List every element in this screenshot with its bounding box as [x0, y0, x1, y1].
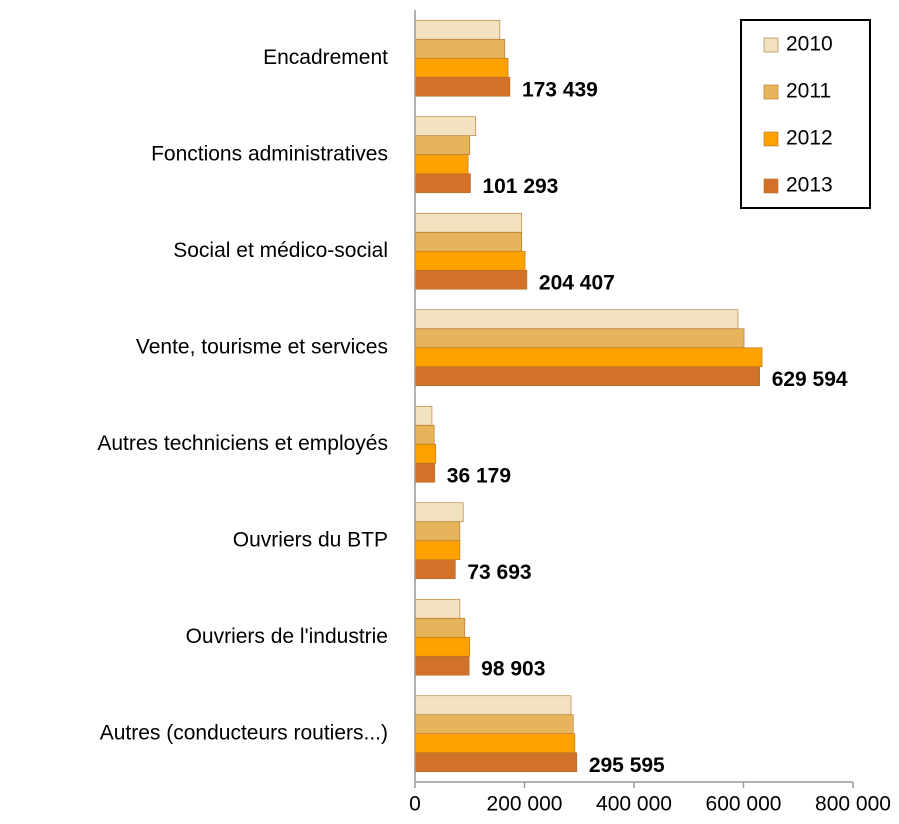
legend-label: 2011 — [786, 80, 831, 103]
bar — [414, 636, 471, 657]
value-label: 204 407 — [539, 271, 615, 294]
x-tick-label: 600 000 — [706, 793, 782, 816]
value-label: 98 903 — [481, 657, 545, 680]
bar — [414, 752, 578, 773]
bar — [414, 309, 739, 330]
bar — [414, 250, 526, 271]
value-label: 101 293 — [482, 175, 558, 198]
legend-box — [740, 19, 871, 209]
bar — [414, 116, 477, 137]
category-label: Autres techniciens et employés — [97, 432, 388, 455]
bar — [414, 135, 471, 156]
category-label: Ouvriers de l'industrie — [186, 625, 388, 648]
bar — [414, 269, 528, 290]
legend-swatch — [763, 131, 779, 147]
bar — [414, 76, 511, 97]
bar — [414, 424, 435, 445]
bar — [414, 173, 471, 194]
bar — [414, 328, 745, 349]
bar — [414, 733, 576, 754]
legend-swatch — [763, 84, 779, 100]
x-tick-label: 200 000 — [487, 793, 563, 816]
legend-label: 2012 — [786, 127, 833, 150]
bar — [414, 405, 433, 426]
value-label: 295 595 — [589, 754, 665, 777]
legend-swatch — [763, 37, 779, 53]
legend-label: 2013 — [786, 174, 833, 197]
bar — [414, 462, 436, 483]
bar — [414, 57, 509, 78]
category-label: Encadrement — [263, 46, 388, 69]
bar — [414, 19, 501, 40]
value-label: 173 439 — [522, 78, 598, 101]
bar — [414, 617, 466, 638]
bar — [414, 347, 763, 368]
bar — [414, 231, 523, 252]
x-tick-label: 800 000 — [815, 793, 891, 816]
category-label: Ouvriers du BTP — [233, 528, 388, 551]
bar — [414, 714, 574, 735]
legend-swatch — [763, 178, 779, 194]
legend-label: 2010 — [786, 33, 833, 56]
x-tick-label: 400 000 — [596, 793, 672, 816]
value-label: 629 594 — [772, 368, 848, 391]
bar — [414, 559, 456, 580]
category-label: Autres (conducteurs routiers...) — [100, 721, 388, 744]
category-label: Social et médico-social — [173, 239, 388, 262]
bar — [414, 212, 523, 233]
value-label: 36 179 — [447, 464, 511, 487]
category-label: Fonctions administratives — [151, 142, 388, 165]
bar — [414, 38, 506, 59]
bar — [414, 154, 469, 175]
bar — [414, 443, 437, 464]
bar — [414, 502, 464, 523]
category-label: Vente, tourisme et services — [136, 335, 388, 358]
bar — [414, 540, 461, 561]
value-label: 73 693 — [467, 561, 531, 584]
bar — [414, 655, 470, 676]
x-tick-label: 0 — [409, 793, 421, 816]
bar — [414, 366, 761, 387]
bar — [414, 598, 461, 619]
bar — [414, 521, 461, 542]
bar — [414, 695, 572, 716]
